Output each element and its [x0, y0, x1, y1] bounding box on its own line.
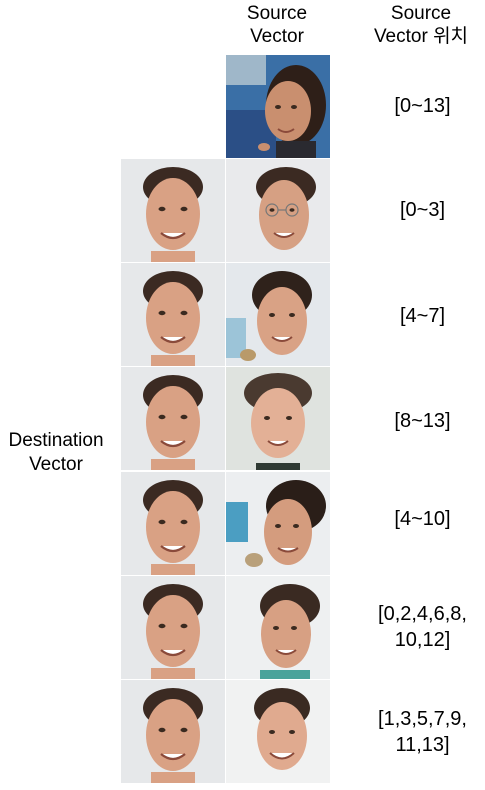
destination-face-image	[121, 263, 225, 366]
result-face-image	[226, 263, 330, 366]
position-label: [1,3,5,7,9, 11,13]	[378, 708, 467, 756]
source-position-label: [0~13]	[394, 95, 451, 117]
position-label: [0~3]	[399, 199, 446, 221]
destination-face-image	[121, 680, 225, 783]
destination-face-image	[121, 576, 225, 679]
result-face-image	[226, 159, 330, 262]
destination-face-image	[121, 367, 225, 470]
result-face-image	[226, 472, 330, 575]
result-face-image	[226, 576, 330, 679]
destination-vector-label: Destination Vector	[8, 430, 104, 475]
source-vector-position-header: Source Vector 위치	[373, 3, 469, 47]
position-label: [4~10]	[394, 508, 451, 530]
position-label: [0,2,4,6,8, 10,12]	[378, 603, 467, 651]
result-face-image	[226, 680, 330, 783]
position-label: [8~13]	[394, 410, 451, 432]
source-vector-header: Source Vector	[246, 3, 308, 47]
position-label: [4~7]	[399, 305, 446, 327]
destination-face-image	[121, 159, 225, 262]
source-face-image	[226, 55, 330, 158]
destination-face-image	[121, 472, 225, 575]
result-face-image	[226, 367, 330, 470]
